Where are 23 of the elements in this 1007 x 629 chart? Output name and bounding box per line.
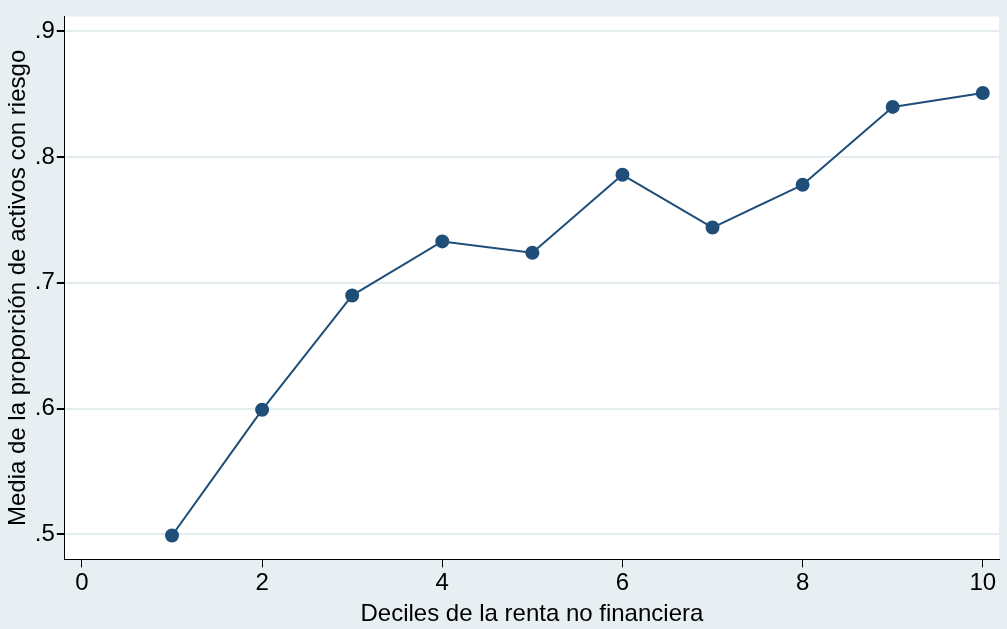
point: [885, 99, 900, 114]
point: [795, 177, 810, 192]
point: [345, 288, 360, 303]
point: [525, 245, 540, 260]
point: [705, 220, 720, 235]
point: [255, 402, 270, 417]
x-tick-label: 0: [75, 568, 89, 596]
y-axis-title: Media de la proporción de activos con riesgo: [3, 49, 31, 527]
x-tick-label: 8: [795, 568, 810, 596]
point: [165, 528, 180, 543]
y-tick-label: .7: [34, 267, 55, 295]
point: [435, 234, 450, 249]
x-tick-label: 6: [615, 568, 630, 596]
x-tick-label: 4: [435, 568, 449, 596]
x-tick-label: 2: [255, 568, 269, 596]
y-tick-label: .6: [34, 393, 55, 421]
y-tick-label: .9: [34, 16, 55, 44]
point: [975, 86, 990, 101]
x-axis-title: Deciles de la renta no financiera: [360, 599, 704, 627]
y-tick-label: .8: [34, 141, 55, 169]
y-tick-label: .5: [34, 518, 55, 546]
x-tick-label: 10: [969, 568, 997, 596]
point: [615, 167, 630, 182]
